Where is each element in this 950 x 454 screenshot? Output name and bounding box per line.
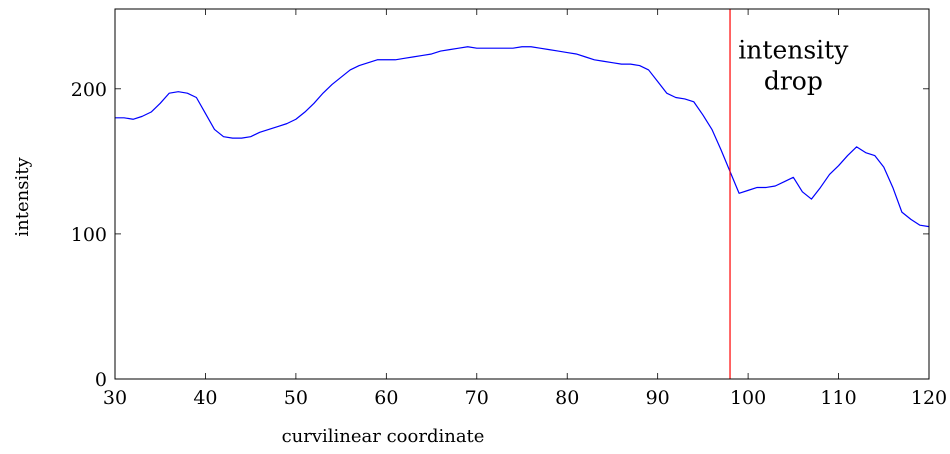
x-tick-label: 60 (374, 387, 398, 409)
x-tick-label: 70 (465, 387, 489, 409)
x-axis-label: curvilinear coordinate (282, 426, 485, 447)
annotation-line: drop (764, 66, 823, 95)
x-tick-label: 110 (820, 387, 856, 409)
x-tick-label: 80 (555, 387, 579, 409)
y-tick-label: 200 (71, 79, 107, 101)
annotation-intensity-drop: intensity drop (738, 35, 849, 95)
annotation-line: intensity (738, 35, 849, 64)
x-tick-label: 90 (646, 387, 670, 409)
tick-labels: 30 40 50 60 70 80 90 100 110 120 0 100 200 (71, 79, 947, 409)
x-tick-label: 100 (730, 387, 766, 409)
series-line-intensity (115, 46, 930, 228)
x-tick-label: 120 (911, 387, 947, 409)
plot-area (115, 9, 930, 379)
y-tick-label: 100 (71, 224, 107, 246)
plot-frame (114, 8, 930, 380)
x-tick-label: 50 (284, 387, 308, 409)
x-tick-label: 30 (103, 387, 127, 409)
y-axis-label: intensity (12, 157, 33, 237)
x-tick-label: 40 (193, 387, 217, 409)
axis-ticks (114, 9, 930, 380)
y-tick-label: 0 (95, 369, 107, 391)
